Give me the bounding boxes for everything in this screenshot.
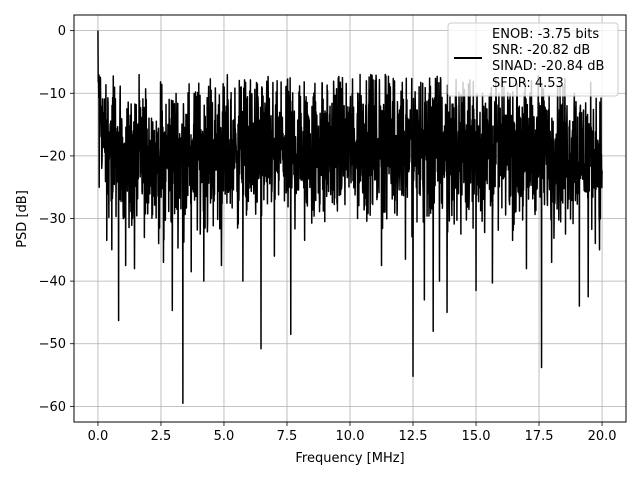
legend-snr: SNR: -20.82 dB <box>492 43 590 58</box>
psd-trace <box>97 30 603 404</box>
x-tick-label: 12.5 <box>399 429 428 444</box>
x-tick-label: 15.0 <box>462 429 491 444</box>
x-tick-label: 20.0 <box>588 429 617 444</box>
x-tick-label: 17.5 <box>525 429 554 444</box>
legend-enob: ENOB: -3.75 bits <box>492 27 599 42</box>
x-tick-label: 7.5 <box>277 429 298 444</box>
legend: ENOB: -3.75 bits SNR: -20.82 dB SINAD: -… <box>447 22 619 97</box>
x-axis-label: Frequency [MHz] <box>295 451 404 466</box>
y-tick-label: −50 <box>39 337 66 352</box>
x-tick-label: 10.0 <box>336 429 365 444</box>
y-tick-label: −30 <box>39 212 66 227</box>
legend-box <box>447 22 619 97</box>
legend-sinad: SINAD: -20.84 dB <box>492 59 604 74</box>
x-tick-label: 2.5 <box>151 429 172 444</box>
y-axis: 0 −10 −20 −30 −40 −50 −60 <box>39 24 74 415</box>
x-tick-label: 5.0 <box>214 429 235 444</box>
y-tick-label: −10 <box>39 87 66 102</box>
y-tick-label: −40 <box>39 275 66 290</box>
psd-series-line <box>97 30 603 404</box>
x-tick-label: 0.0 <box>88 429 109 444</box>
y-axis-label: PSD [dB] <box>15 190 30 248</box>
y-tick-label: −20 <box>39 149 66 164</box>
x-axis: 0.0 2.5 5.0 7.5 10.0 12.5 15.0 17.5 20.0 <box>88 422 617 444</box>
y-tick-label: −60 <box>39 400 66 415</box>
legend-sfdr: SFDR: 4.53 <box>492 76 564 91</box>
y-tick-label: 0 <box>58 24 66 39</box>
